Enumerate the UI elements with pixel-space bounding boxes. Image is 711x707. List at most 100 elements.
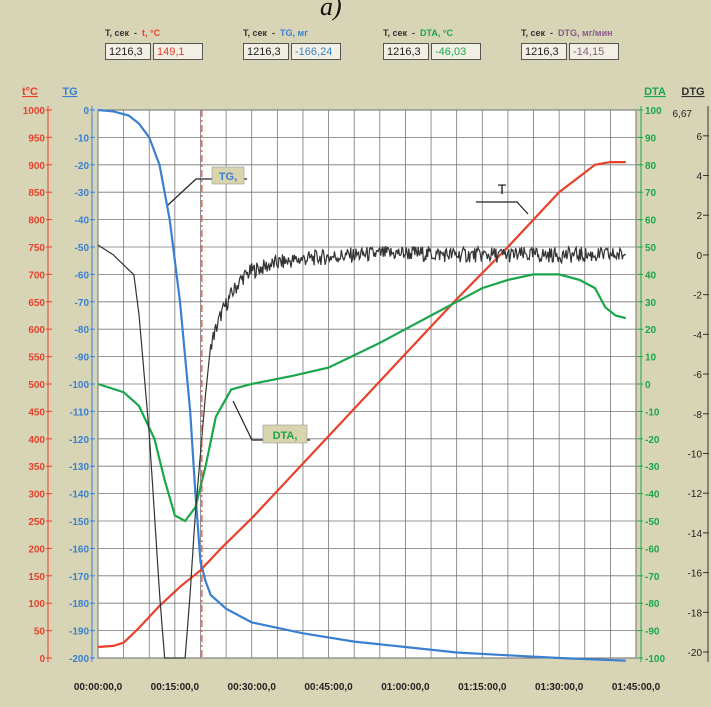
readout-time-label: T, сек <box>383 28 408 38</box>
dta-tick-label: 30 <box>645 298 657 309</box>
readout-separator: - <box>129 28 143 38</box>
dta-tick-label: -60 <box>645 544 660 555</box>
t-tick-label: 450 <box>28 407 45 418</box>
dtg-tick-label: -2 <box>693 291 702 302</box>
dta-axis-title: DTA <box>644 86 666 98</box>
dta-tick-label: 60 <box>645 216 657 227</box>
t-tick-label: 900 <box>28 161 45 172</box>
dtg-tick-label: -12 <box>688 489 703 500</box>
tg-annotation-box <box>211 166 245 185</box>
tg-axis-title: TG <box>62 86 77 98</box>
dta-tick-label: 20 <box>645 325 657 336</box>
tg-tick-label: -100 <box>69 380 89 391</box>
readout-time-label: T, сек <box>521 28 546 38</box>
tg-tick-label: -190 <box>69 627 89 638</box>
tg-annotation-label: TG, <box>219 171 237 183</box>
tg-tick-label: -30 <box>75 188 90 199</box>
t-annotation-label: T <box>498 181 507 197</box>
tg-tick-label: -180 <box>69 599 89 610</box>
x-tick-label: 01:30:00,0 <box>535 682 584 693</box>
t-tick-label: 850 <box>28 188 45 199</box>
figure-caption: а) <box>320 0 342 21</box>
readout-separator: - <box>267 28 281 38</box>
dtg-tick-label: -14 <box>688 529 703 540</box>
dtg-tick-label: -8 <box>693 410 702 421</box>
readout-header: T, сек - DTG, мг/мин <box>521 28 613 38</box>
t-tick-label: 300 <box>28 490 45 501</box>
t-tick-label: 950 <box>28 133 45 144</box>
readout-param-label: t, °C <box>142 28 161 38</box>
readout-param-value: -166,24 <box>291 43 341 60</box>
t-tick-label: 500 <box>28 380 45 391</box>
dta-tick-label: -20 <box>645 435 660 446</box>
dtg-tick-label: -6 <box>693 370 702 381</box>
tg-tick-label: -40 <box>75 216 90 227</box>
series-line-tg <box>97 108 626 662</box>
t-tick-label: 650 <box>28 298 45 309</box>
tg-tick-label: -160 <box>69 544 89 555</box>
x-tick-label: 01:00:00,0 <box>381 682 430 693</box>
readout-separator: - <box>545 28 559 38</box>
t-tick-label: 750 <box>28 243 45 254</box>
dtg-axis-title: DTG <box>681 86 704 98</box>
t-tick-label: 400 <box>28 435 45 446</box>
series-line-dta <box>97 273 627 523</box>
x-tick-label: 01:45:00,0 <box>612 682 661 693</box>
dtg-top-value: 6,67 <box>673 109 693 120</box>
readout-3: T, сек - DTG, мг/мин 1216,3 -14,15 <box>521 28 656 62</box>
readout-param-value: -46,03 <box>431 43 481 60</box>
dta-tick-label: 50 <box>645 243 657 254</box>
tg-tick-label: 0 <box>83 106 89 117</box>
dtg-tick-label: -18 <box>688 608 703 619</box>
t-tick-label: 550 <box>28 353 45 364</box>
readout-header: T, сек - t, °C <box>105 28 160 38</box>
readout-header: T, сек - TG, мг <box>243 28 308 38</box>
t-annotation-leader <box>476 201 529 215</box>
t-tick-label: 150 <box>28 572 45 583</box>
readout-param-value: 149,1 <box>153 43 203 60</box>
dtg-tick-label: 2 <box>696 211 702 222</box>
readout-param-value: -14,15 <box>569 43 619 60</box>
dta-tick-label: -100 <box>645 654 665 665</box>
dta-tick-label: -80 <box>645 599 660 610</box>
tg-tick-label: -110 <box>70 407 90 418</box>
dta-tick-label: 70 <box>645 188 657 199</box>
tg-tick-label: -50 <box>75 243 90 254</box>
x-tick-label: 01:15:00,0 <box>458 682 507 693</box>
tg-tick-label: -140 <box>69 490 89 501</box>
dta-tick-label: 100 <box>645 106 662 117</box>
dtg-tick-label: 0 <box>696 251 702 262</box>
tg-tick-label: -120 <box>69 435 89 446</box>
series-line-t <box>97 161 626 649</box>
dtg-tick-label: 4 <box>696 172 702 183</box>
readout-time-value: 1216,3 <box>383 43 429 60</box>
readout-header: T, сек - DTA, °C <box>383 28 453 38</box>
t-tick-label: 100 <box>28 599 45 610</box>
t-tick-label: 800 <box>28 216 45 227</box>
t-tick-label: 50 <box>34 627 46 638</box>
tg-tick-label: -170 <box>69 572 89 583</box>
t-tick-label: 700 <box>28 270 45 281</box>
tg-tick-label: -200 <box>69 654 89 665</box>
dta-tick-label: -10 <box>645 407 660 418</box>
tg-tick-label: -20 <box>75 161 90 172</box>
tg-tick-label: -90 <box>75 353 90 364</box>
t-axis-title: t°C <box>22 86 38 98</box>
readout-1: T, сек - TG, мг 1216,3 -166,24 <box>243 28 378 62</box>
x-tick-label: 00:30:00,0 <box>228 682 277 693</box>
readout-time-label: T, сек <box>105 28 130 38</box>
readout-2: T, сек - DTA, °C 1216,3 -46,03 <box>383 28 518 62</box>
readout-param-label: DTG, мг/мин <box>558 28 613 38</box>
series-line-dtg <box>97 244 627 659</box>
dtg-tick-label: -10 <box>688 449 703 460</box>
tg-tick-label: -80 <box>75 325 90 336</box>
t-tick-label: 0 <box>39 654 45 665</box>
readout-time-label: T, сек <box>243 28 268 38</box>
tg-tick-label: -130 <box>69 462 89 473</box>
t-tick-label: 600 <box>28 325 45 336</box>
dta-tick-label: 80 <box>645 161 657 172</box>
tg-tick-label: -60 <box>75 270 90 281</box>
x-tick-label: 00:45:00,0 <box>304 682 353 693</box>
